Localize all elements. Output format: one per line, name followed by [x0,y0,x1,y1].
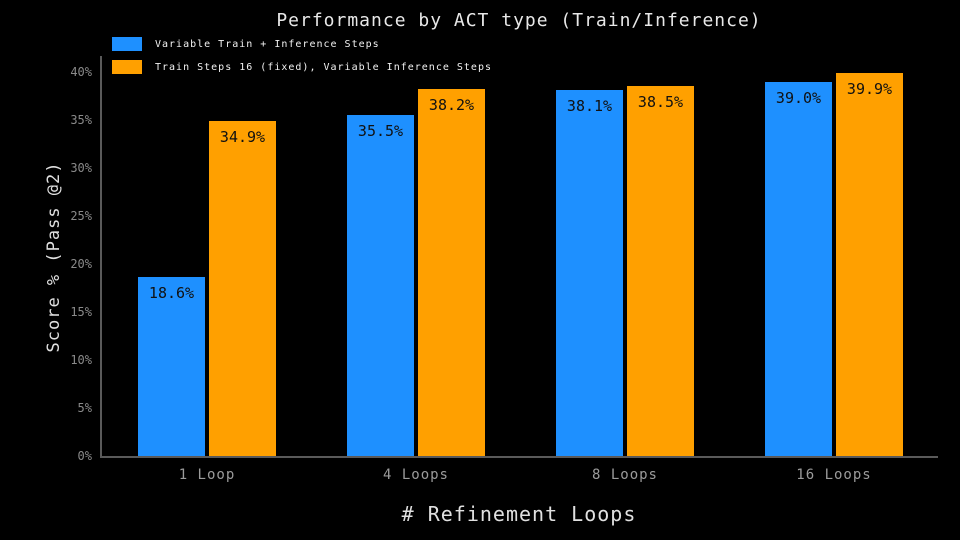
legend-swatch-icon [112,37,142,51]
legend: Variable Train + Inference Steps Train St… [112,37,492,83]
legend-item: Variable Train + Inference Steps [112,37,492,51]
bar-series2-1-loop [209,121,276,456]
bar-series2-4-loops [418,89,485,456]
x-category-label: 4 Loops [382,467,449,483]
bar-value-label: 34.9% [219,128,266,146]
bar-series2-8-loops [627,86,694,456]
chart-title: Performance by ACT type (Train/Inference… [276,10,762,31]
x-category-label: 16 Loops [796,467,872,483]
bar-value-label: 39.9% [846,80,893,98]
legend-item: Train Steps 16 (fixed), Variable Inferen… [112,60,492,74]
y-tick-label: 10% [70,353,92,367]
y-tick-label: 25% [70,209,92,223]
y-tick-label: 5% [77,401,92,415]
bar-series1-4-loops [347,115,414,456]
y-tick-label: 30% [70,161,92,175]
bar-series1-1-loop [138,277,205,456]
bar-value-label: 39.0% [775,89,822,107]
x-category-label: 8 Loops [591,467,658,483]
plot-area: 18.6% 34.9% 35.5% 38.2% 38.1% 38.5% 39.0% 39.9% [100,56,938,458]
y-tick-label: 15% [70,305,92,319]
legend-swatch-icon [112,60,142,74]
legend-label: Train Steps 16 (fixed), Variable Inferen… [155,61,492,73]
x-category-label: 1 Loop [178,467,236,483]
y-tick-label: 0% [77,449,92,463]
x-axis-label: # Refinement Loops [401,502,637,526]
y-tick-label: 35% [70,113,92,127]
bar-value-label: 38.2% [428,96,475,114]
y-tick-label: 20% [70,257,92,271]
bar-series1-16-loops [765,82,832,456]
bar-series2-16-loops [836,73,903,456]
bar-value-label: 38.5% [637,93,684,111]
bar-value-label: 18.6% [148,284,195,302]
bar-value-label: 38.1% [566,97,613,115]
legend-label: Variable Train + Inference Steps [155,38,380,50]
bar-series1-8-loops [556,90,623,456]
bar-value-label: 35.5% [357,122,404,140]
y-tick-label: 40% [70,65,92,79]
